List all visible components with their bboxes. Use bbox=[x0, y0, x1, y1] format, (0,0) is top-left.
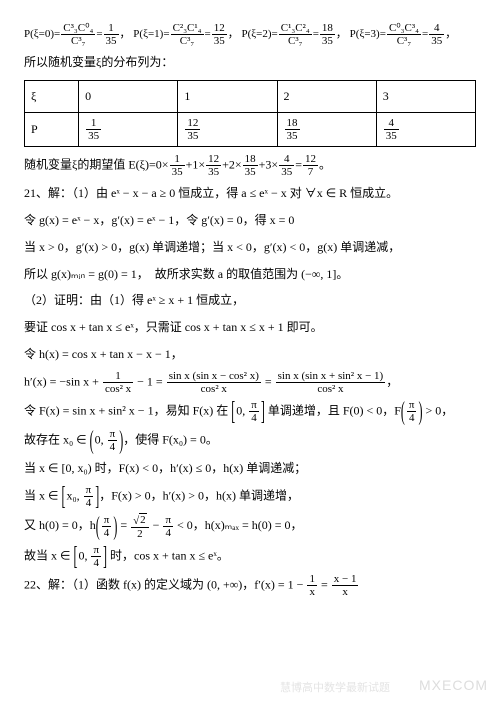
q21-1b: 令 g(x) = eˣ − x，g′(x) = eˣ − 1，令 g′(x) =… bbox=[24, 209, 476, 232]
mono2: 当 x ∈ [x₀, π4]，F(x) > 0，h′(x) > 0，h(x) 单… bbox=[24, 484, 476, 509]
table-row: P 135 1235 1835 435 bbox=[25, 112, 476, 146]
q21-2a: （2）证明：由（1）得 eˣ ≥ x + 1 恒成立， bbox=[24, 289, 476, 312]
p3: P(ξ=3)=C⁰₃C³₄C³₇=435， bbox=[350, 28, 457, 40]
q22: 22、解：（1）函数 f(x) 的定义域为 (0, +∞)，f′(x) = 1 … bbox=[24, 573, 476, 598]
table-row: ξ 0 1 2 3 bbox=[25, 80, 476, 112]
watermark-logo: MXECOM bbox=[419, 672, 488, 699]
q21-1a: 21、解：（1）由 eˣ − x − a ≥ 0 恒成立，得 a ≤ eˣ − … bbox=[24, 182, 476, 205]
p2: P(ξ=2)=C¹₃C²₄C³₇=1835， bbox=[241, 28, 349, 40]
q21-1c: 当 x > 0，g′(x) > 0，g(x) 单调递增；当 x < 0，g′(x… bbox=[24, 236, 476, 259]
watermark-text: 慧博高中数学最新试题 bbox=[280, 678, 390, 699]
final: 故当 x ∈ [0, π4] 时，cos x + tan x ≤ eˣ。 bbox=[24, 544, 476, 569]
hvals: 又 h(0) = 0，h(π4) = 22 − π4 < 0，h(x)ₘₐₓ =… bbox=[24, 513, 476, 540]
prob-line: P(ξ=0)=C³₃C⁰₄C³₇=135， P(ξ=1)=C²₃C¹₄C³₇=1… bbox=[24, 22, 476, 47]
p0: P(ξ=0)=C³₃C⁰₄C³₇=135， bbox=[24, 28, 133, 40]
x0-line: 故存在 x₀ ∈ (0, π4)，使得 F(x₀) = 0。 bbox=[24, 428, 476, 453]
q21-2c: 令 h(x) = cos x + tan x − x − 1， bbox=[24, 343, 476, 366]
distribution-table: ξ 0 1 2 3 P 135 1235 1835 435 bbox=[24, 80, 476, 147]
dist-intro: 所以随机变量ξ的分布列为： bbox=[24, 51, 476, 74]
hprime-line: h′(x) = −sin x + 1cos² x − 1 = sin x (si… bbox=[24, 370, 476, 395]
q21-1d: 所以 g(x)ₘᵢₙ = g(0) = 1， 故所求实数 a 的取值范围为 (−… bbox=[24, 263, 476, 286]
p1: P(ξ=1)=C²₃C¹₄C³₇=1235， bbox=[133, 28, 241, 40]
q21-2b: 要证 cos x + tan x ≤ eˣ，只需证 cos x + tan x … bbox=[24, 316, 476, 339]
expectation-line: 随机变量ξ的期望值 E(ξ)=0×135+1×1235+2×1835+3×435… bbox=[24, 153, 476, 178]
